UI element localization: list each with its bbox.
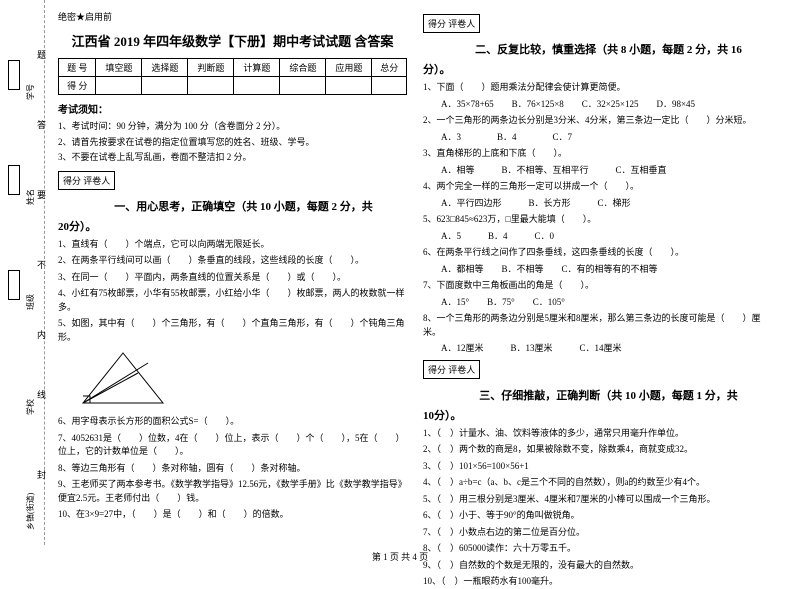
q: 4、（ ）a÷b=c（a、b、c是三个不同的自然数），则a的约数至少有4个。 bbox=[423, 476, 772, 490]
binding-label-4: 学号 bbox=[25, 84, 36, 100]
q-options: A．3 B．4 C．7 bbox=[423, 131, 772, 145]
td bbox=[326, 77, 372, 95]
notice-item: 2、请首先按要求在试卷的指定位置填写您的姓名、班级、学号。 bbox=[58, 136, 407, 149]
q-options: A．15° B．75° C．105° bbox=[423, 296, 772, 310]
q-options: A．平行四边形 B．长方形 C．梯形 bbox=[423, 197, 772, 211]
exam-title: 江西省 2019 年四年级数学【下册】期中考试试题 含答案 bbox=[58, 31, 407, 50]
binding-box bbox=[8, 270, 20, 300]
q: 7、（ ）小数点右边的第二位是百分位。 bbox=[423, 526, 772, 540]
section2-title: 二、反复比较，慎重选择（共 8 小题，每题 2 分，共 16 bbox=[423, 41, 772, 57]
th: 综合题 bbox=[280, 59, 326, 77]
q: 3、（ ）101×56=100×56+1 bbox=[423, 460, 772, 474]
binding-mark-0: 封 bbox=[35, 470, 48, 479]
q: 4、小红有75枚邮票，小华有55枚邮票，小红给小华（ ）枚邮票，两人的枚数就一样… bbox=[58, 287, 407, 314]
section1-pts: 20分）。 bbox=[58, 218, 407, 234]
triangle-figure bbox=[78, 348, 407, 411]
binding-label-2: 班级 bbox=[25, 294, 36, 310]
q: 6、用字母表示长方形的面积公式S=（ ）。 bbox=[58, 415, 407, 429]
q: 9、王老师买了两本参考书。《数学教学指导》12.56元，《数学手册》比《数学教学… bbox=[58, 478, 407, 505]
secret-label: 绝密★启用前 bbox=[58, 10, 407, 23]
q: 6、（ ）小于、等于90°的角叫做锐角。 bbox=[423, 509, 772, 523]
th: 总分 bbox=[372, 59, 407, 77]
page-content: 绝密★启用前 江西省 2019 年四年级数学【下册】期中考试试题 含答案 题 号… bbox=[0, 0, 800, 545]
binding-box bbox=[8, 60, 20, 90]
binding-box bbox=[8, 165, 20, 195]
th: 题 号 bbox=[59, 59, 96, 77]
binding-margin: 乡镇(街道) 学校 班级 姓名 学号 封 线 内 不 要 答 题 bbox=[0, 0, 45, 545]
q: 3、直角梯形的上底和下底（ ）。 bbox=[423, 147, 772, 161]
section1-title: 一、用心思考，正确填空（共 10 小题，每题 2 分，共 bbox=[58, 198, 407, 214]
notice-title: 考试须知： bbox=[58, 101, 407, 116]
th: 应用题 bbox=[326, 59, 372, 77]
th: 判断题 bbox=[188, 59, 234, 77]
binding-mark-3: 不 bbox=[35, 260, 48, 269]
binding-label-0: 乡镇(街道) bbox=[25, 493, 36, 530]
q: 1、（ ）计量水、油、饮料等液体的多少，通常只用毫升作单位。 bbox=[423, 427, 772, 441]
left-column: 绝密★启用前 江西省 2019 年四年级数学【下册】期中考试试题 含答案 题 号… bbox=[50, 10, 415, 540]
table-row: 题 号 填空题 选择题 判断题 计算题 综合题 应用题 总分 bbox=[59, 59, 407, 77]
th: 计算题 bbox=[234, 59, 280, 77]
binding-mark-6: 题 bbox=[35, 50, 48, 59]
q: 4、两个完全一样的三角形一定可以拼成一个（ ）。 bbox=[423, 180, 772, 194]
binding-mark-1: 线 bbox=[35, 390, 48, 399]
td bbox=[142, 77, 188, 95]
notice-item: 3、不要在试卷上乱写乱画，卷面不整洁扣 2 分。 bbox=[58, 151, 407, 164]
q: 7、下面度数中三角板画出的角是（ ）。 bbox=[423, 279, 772, 293]
notice-item: 1、考试时间：90 分钟，满分为 100 分（含卷面分 2 分）。 bbox=[58, 120, 407, 133]
section3-title: 三、仔细推敲，正确判断（共 10 小题，每题 1 分，共 bbox=[423, 387, 772, 403]
binding-mark-5: 答 bbox=[35, 120, 48, 129]
section2-pts: 分）。 bbox=[423, 61, 772, 77]
q: 2、一个三角形的两条边长分别是3分米、4分米，第三条边一定比（ ）分米短。 bbox=[423, 114, 772, 128]
q: 2、（ ）两个数的商是8，如果被除数不变，除数乘4，商就变成32。 bbox=[423, 443, 772, 457]
q: 7、4052631是（ ）位数，4在（ ）位上，表示（ ）个（ ），5在（ ）位… bbox=[58, 432, 407, 459]
q-options: A．相等 B．不相等、互相平行 C．互相垂直 bbox=[423, 164, 772, 178]
scorer-box: 得分 评卷人 bbox=[423, 14, 480, 33]
q: 8、一个三角形的两条边分别是5厘米和8厘米，那么第三条边的长度可能是（ ）厘米。 bbox=[423, 312, 772, 339]
q: 5、如图，其中有（ ）个三角形，有（ ）个直角三角形，有（ ）个钝角三角形。 bbox=[58, 317, 407, 344]
q-options: A．都相等 B．不相等 C．有的相等有的不相等 bbox=[423, 263, 772, 277]
q: 3、在同一（ ）平面内，两条直线的位置关系是（ ）或（ ）。 bbox=[58, 271, 407, 285]
q: 1、直线有（ ）个端点，它可以向两端无限延长。 bbox=[58, 238, 407, 252]
td bbox=[372, 77, 407, 95]
triangle-svg bbox=[78, 348, 168, 408]
q: 2、在两条平行线间可以画（ ）条垂直的线段，这些线段的长度（ ）。 bbox=[58, 254, 407, 268]
q: 6、在两条平行线之间作了四条垂线，这四条垂线的长度（ ）。 bbox=[423, 246, 772, 260]
th: 填空题 bbox=[96, 59, 142, 77]
q: 8、等边三角形有（ ）条对称轴，圆有（ ）条对称轴。 bbox=[58, 462, 407, 476]
q: 5、（ ）用三根分别是3厘米、4厘米和7厘米的小棒可以围成一个三角形。 bbox=[423, 493, 772, 507]
q-options: A．12厘米 B．13厘米 C．14厘米 bbox=[423, 342, 772, 356]
th: 选择题 bbox=[142, 59, 188, 77]
td bbox=[96, 77, 142, 95]
binding-mark-2: 内 bbox=[35, 330, 48, 339]
score-table: 题 号 填空题 选择题 判断题 计算题 综合题 应用题 总分 得 分 bbox=[58, 58, 407, 95]
section3-pts: 10分）。 bbox=[423, 407, 772, 423]
page-footer: 第 1 页 共 4 页 bbox=[0, 550, 800, 563]
scorer-box: 得分 评卷人 bbox=[423, 360, 480, 379]
scorer-box: 得分 评卷人 bbox=[58, 171, 115, 190]
q-options: A．5 B．4 C．0 bbox=[423, 230, 772, 244]
q: 1、下面（ ）题用乘法分配律会使计算更简便。 bbox=[423, 81, 772, 95]
right-column: 得分 评卷人 二、反复比较，慎重选择（共 8 小题，每题 2 分，共 16 分）… bbox=[415, 10, 780, 540]
td bbox=[280, 77, 326, 95]
td bbox=[234, 77, 280, 95]
td: 得 分 bbox=[59, 77, 96, 95]
binding-label-1: 学校 bbox=[25, 399, 36, 415]
q: 10、在3×9=27中，（ ）是（ ）和（ ）的倍数。 bbox=[58, 508, 407, 522]
q-options: A．35×78+65 B．76×125×8 C．32×25×125 D．98×4… bbox=[423, 98, 772, 112]
binding-mark-4: 要 bbox=[35, 190, 48, 199]
td bbox=[188, 77, 234, 95]
q: 10、（ ）一瓶眼药水有100毫升。 bbox=[423, 575, 772, 589]
table-row: 得 分 bbox=[59, 77, 407, 95]
q: 5、623□845≈623万，□里最大能填（ ）。 bbox=[423, 213, 772, 227]
